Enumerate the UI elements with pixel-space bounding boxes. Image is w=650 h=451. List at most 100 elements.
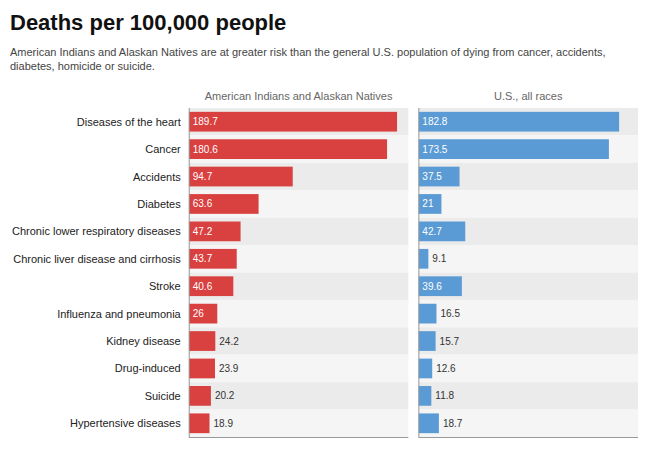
data-label: 63.6 xyxy=(193,198,213,209)
data-label: 24.2 xyxy=(219,336,239,347)
data-label: 37.5 xyxy=(422,171,442,182)
x-axis-line xyxy=(418,437,638,438)
category-label: Suicide xyxy=(145,390,181,402)
bar xyxy=(189,413,210,433)
row-background xyxy=(189,108,409,135)
category-label: Influenza and pneumonia xyxy=(57,308,181,320)
category-label: Hypertensive diseases xyxy=(70,417,181,429)
bar xyxy=(418,276,461,296)
data-label: 18.9 xyxy=(213,418,233,429)
row-background xyxy=(418,245,638,272)
data-labels: 189.7 180.6 94.7 63.6 47.2 43.7 40.6 26 24.2 23.9… xyxy=(193,116,239,429)
bar xyxy=(189,249,237,269)
bar xyxy=(418,331,435,351)
data-label: 39.6 xyxy=(422,281,442,292)
category-labels: Diseases of the heart Cancer Accidents Diab… xyxy=(12,116,182,430)
data-label: 23.9 xyxy=(219,363,239,374)
row-background xyxy=(418,300,638,327)
bar xyxy=(189,194,259,214)
bar xyxy=(189,304,218,324)
category-label: Cancer xyxy=(145,143,181,155)
row-background xyxy=(418,410,638,437)
bar xyxy=(189,359,215,379)
row-background xyxy=(418,190,638,217)
row-background xyxy=(418,327,638,354)
bar xyxy=(189,167,293,187)
row-background xyxy=(189,245,409,272)
data-label: 43.7 xyxy=(193,253,213,264)
category-label: Kidney disease xyxy=(106,335,181,347)
data-label: 12.6 xyxy=(436,363,456,374)
data-label: 11.8 xyxy=(435,390,454,401)
data-label: 15.7 xyxy=(440,336,460,347)
bar xyxy=(418,386,431,406)
chart-svg: Deaths per 100,000 people American Indian… xyxy=(0,0,650,451)
category-label: Stroke xyxy=(149,280,181,292)
row-background xyxy=(189,218,409,245)
row-background xyxy=(418,382,638,409)
row-background xyxy=(189,163,409,190)
bar xyxy=(418,222,465,242)
bars xyxy=(189,112,397,433)
bar xyxy=(418,304,436,324)
row-background xyxy=(189,300,409,327)
row-background xyxy=(189,355,409,382)
bar xyxy=(418,139,609,159)
panel: U.S., all races 182.8 173.5 37.5 21 42.7 9.1 39… xyxy=(418,90,638,438)
data-label: 26 xyxy=(193,308,205,319)
row-background xyxy=(189,410,409,437)
row-background xyxy=(418,108,638,135)
column-header: U.S., all races xyxy=(494,90,563,102)
y-axis-line xyxy=(189,108,190,437)
row-background xyxy=(189,382,409,409)
x-axis-line xyxy=(189,437,409,438)
data-label: 20.2 xyxy=(215,390,235,401)
subtitle: American Indians and Alaskan Natives are… xyxy=(10,46,606,72)
data-label: 173.5 xyxy=(422,144,447,155)
bars xyxy=(418,112,619,433)
row-background xyxy=(189,327,409,354)
bar xyxy=(189,386,211,406)
bar xyxy=(189,331,216,351)
bar xyxy=(418,413,439,433)
data-label: 47.2 xyxy=(193,226,213,237)
chart-container: Deaths per 100,000 people American Indian… xyxy=(0,0,650,451)
bar xyxy=(189,139,387,159)
row-background xyxy=(418,273,638,300)
row-background xyxy=(418,218,638,245)
category-label: Diseases of the heart xyxy=(77,116,181,128)
y-axis-line xyxy=(418,108,419,437)
data-label: 42.7 xyxy=(422,226,442,237)
row-background xyxy=(189,190,409,217)
category-label: Chronic liver disease and cirrhosis xyxy=(13,253,181,265)
row-background xyxy=(418,163,638,190)
row-background xyxy=(189,273,409,300)
data-label: 182.8 xyxy=(422,116,447,127)
data-label: 189.7 xyxy=(193,116,218,127)
data-label: 40.6 xyxy=(193,281,213,292)
data-label: 18.7 xyxy=(443,418,463,429)
bar xyxy=(418,359,432,379)
data-labels: 182.8 173.5 37.5 21 42.7 9.1 39.6 16.5 15.7 12.6 1… xyxy=(422,116,462,429)
panel: American Indians and Alaskan Natives 189.… xyxy=(189,90,409,438)
category-label: Drug-induced xyxy=(115,362,181,374)
row-background xyxy=(418,135,638,162)
data-label: 16.5 xyxy=(440,308,460,319)
data-label: 9.1 xyxy=(432,253,446,264)
row-background xyxy=(418,355,638,382)
category-label: Chronic lower respiratory diseases xyxy=(12,225,181,237)
bar xyxy=(189,222,241,242)
title: Deaths per 100,000 people xyxy=(10,10,286,35)
bar xyxy=(418,112,619,132)
data-label: 180.6 xyxy=(193,144,218,155)
bar xyxy=(418,194,441,214)
bar xyxy=(418,249,428,269)
category-label: Diabetes xyxy=(137,198,181,210)
category-label: Accidents xyxy=(133,171,181,183)
column-header: American Indians and Alaskan Natives xyxy=(205,90,393,102)
row-background xyxy=(189,135,409,162)
bar xyxy=(189,112,397,132)
bar xyxy=(189,276,234,296)
data-label: 94.7 xyxy=(193,171,213,182)
data-label: 21 xyxy=(422,198,434,209)
